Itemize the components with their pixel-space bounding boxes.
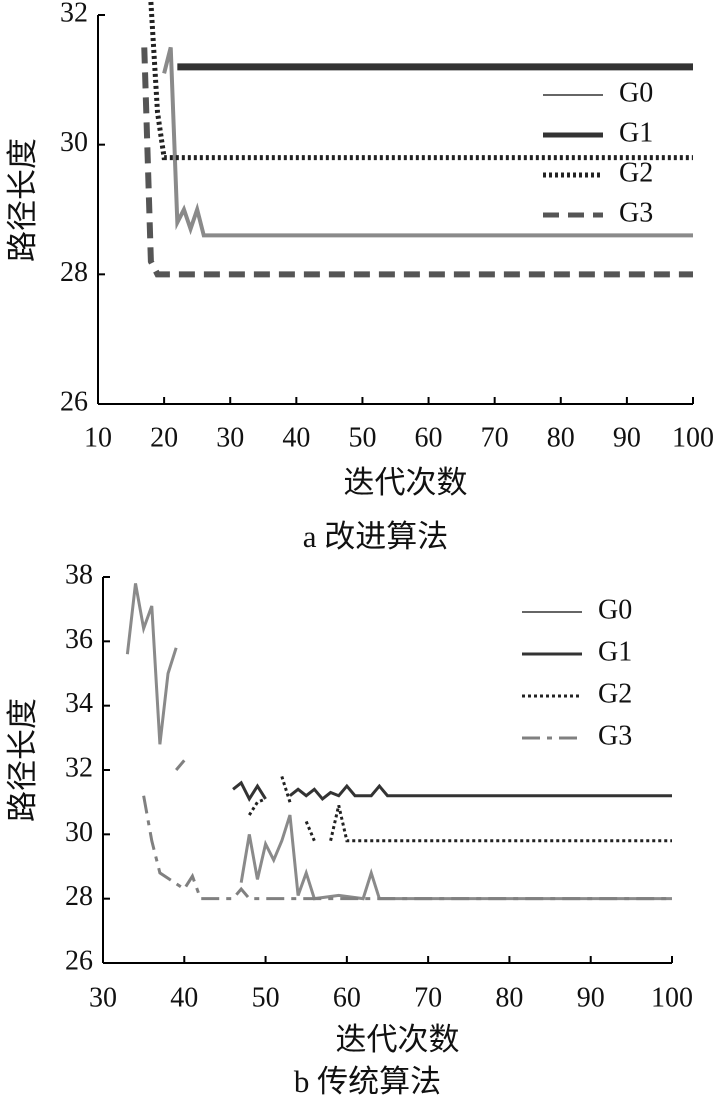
x-tick-label: 30 (89, 982, 117, 1013)
x-tick-label: 30 (216, 422, 244, 453)
legend-label: G3 (619, 197, 653, 228)
x-tick-label: 80 (547, 422, 575, 453)
series-line (232, 780, 672, 802)
y-tick-label: 32 (60, 0, 88, 28)
legend-label: G1 (598, 636, 632, 667)
x-tick-label: 60 (333, 982, 361, 1013)
x-tick-label: 40 (170, 982, 198, 1013)
y-tick-label: 28 (60, 257, 88, 288)
legend-label: G1 (619, 117, 653, 148)
x-tick-label: 50 (252, 982, 280, 1013)
y-tick-label: 26 (60, 386, 88, 417)
series-line (248, 775, 672, 843)
legend-label: G2 (619, 157, 653, 188)
y-tick-label: 28 (65, 881, 93, 912)
legend-label: G2 (598, 678, 632, 709)
x-tick-label: 10 (84, 422, 112, 453)
caption: b 传统算法 (294, 1064, 441, 1099)
x-tick-label: 60 (415, 422, 443, 453)
y-tick-label: 34 (65, 688, 93, 719)
series-line (141, 47, 693, 278)
x-tick-label: 90 (577, 982, 605, 1013)
legend-label: G0 (619, 77, 653, 108)
x-axis-label: 迭代次数 (344, 465, 468, 500)
x-tick-label: 50 (348, 422, 376, 453)
x-tick-label: 100 (672, 422, 714, 453)
y-tick-label: 36 (65, 624, 93, 655)
series-line (125, 583, 672, 901)
y-tick-label: 30 (65, 817, 93, 848)
legend-label: G3 (598, 720, 632, 751)
x-tick-label: 20 (150, 422, 178, 453)
x-tick-label: 100 (651, 982, 693, 1013)
y-tick-label: 38 (65, 559, 93, 590)
caption: a 改进算法 (303, 519, 449, 554)
y-axis-label: 路径长度 (5, 138, 40, 262)
x-tick-label: 70 (414, 982, 442, 1013)
y-tick-label: 32 (65, 752, 93, 783)
x-axis-label: 迭代次数 (336, 1022, 460, 1057)
legend-label: G0 (598, 594, 632, 625)
y-tick-label: 30 (60, 127, 88, 158)
x-tick-label: 80 (495, 982, 523, 1013)
series-line (144, 754, 672, 899)
series-line (162, 46, 693, 238)
y-tick-label: 26 (65, 945, 93, 976)
x-tick-label: 90 (613, 422, 641, 453)
x-tick-label: 40 (282, 422, 310, 453)
y-axis-label: 路径长度 (5, 698, 40, 822)
series-line (148, 1, 693, 161)
x-tick-label: 70 (481, 422, 509, 453)
